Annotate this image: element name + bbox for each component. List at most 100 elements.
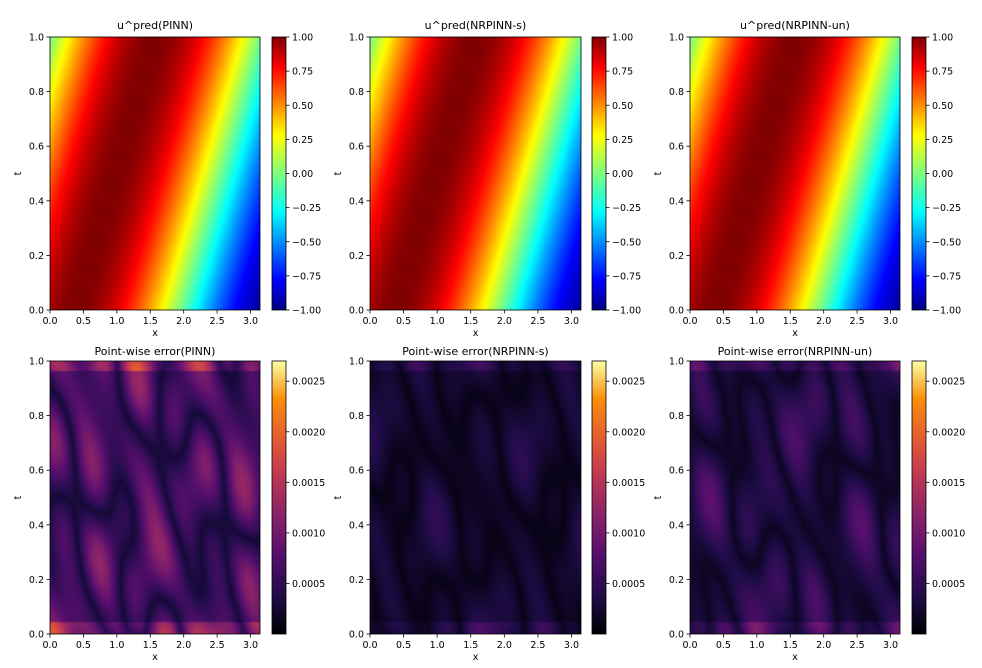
y-tick-label: 0.0	[669, 630, 684, 641]
x-tick-label: 3.0	[883, 316, 898, 327]
heatmap-image	[690, 37, 900, 310]
x-tick-label: 2.0	[497, 316, 512, 327]
colorbar-tick-label: 0.75	[932, 67, 953, 78]
y-tick-label: 0.8	[669, 87, 684, 98]
colorbar-tick-label: 0.75	[612, 67, 633, 78]
y-tick-label: 1.0	[669, 33, 684, 44]
plot-frame	[49, 36, 261, 311]
x-tick-label: 1.5	[463, 640, 478, 651]
plot-frame	[369, 360, 582, 635]
colorbar-tick-label: −1.00	[292, 306, 321, 317]
y-tick-label: 0.2	[669, 575, 684, 586]
x-tick-label: 1.0	[109, 316, 124, 327]
y-tick-label: 1.0	[29, 33, 44, 44]
subplot-3: u^pred(NRPINN-un) 0.0 0.5 1.0 1.5 2.0 2.5 3.0 x 0…	[653, 19, 961, 339]
colorbar-tick-label: −0.75	[932, 271, 961, 282]
x-tick-label: 1.5	[143, 640, 158, 651]
colorbar-tick-label: 0.50	[292, 101, 313, 112]
y-tick-label: 1.0	[349, 33, 364, 44]
subplot-5: Point-wise error(NRPINN-s) 0.0 0.5 1.0 1.5 2.…	[333, 345, 645, 663]
y-tick-label: 0.4	[349, 520, 364, 531]
colorbar-tick-label: 0.0005	[932, 579, 965, 590]
plot-frame	[689, 36, 901, 311]
y-tick-label: 0.4	[29, 196, 44, 207]
x-tick-label: 1.5	[783, 640, 798, 651]
x-tick-label: 0.5	[716, 316, 731, 327]
colorbar-tick-label: 0.0015	[612, 478, 645, 489]
y-axis-label: t	[13, 171, 24, 175]
y-tick-label: 0.4	[349, 196, 364, 207]
x-tick-label: 1.0	[749, 640, 764, 651]
colorbar-tick-label: 0.00	[612, 169, 633, 180]
subplot-4: Point-wise error(PINN) 0.0 0.5 1.0 1.5 2.0 2.5…	[13, 345, 325, 663]
plot-frame	[369, 36, 582, 311]
x-tick-label: 1.0	[430, 316, 445, 327]
heatmap-image	[50, 361, 260, 634]
x-tick-label: 2.5	[210, 316, 225, 327]
x-tick-label: 0.5	[396, 316, 411, 327]
x-tick-label: 2.5	[530, 316, 545, 327]
x-axis-label: x	[792, 652, 798, 663]
colorbar-tick-label: −0.25	[612, 203, 641, 214]
y-tick-label: 0.4	[669, 196, 684, 207]
colorbar	[911, 360, 927, 635]
colorbar-tick-label: 0.0010	[932, 528, 965, 539]
colorbar-tick-label: 1.00	[292, 33, 313, 44]
x-tick-label: 1.0	[749, 316, 764, 327]
y-tick-label: 0.0	[349, 306, 364, 317]
plot-frame	[49, 360, 261, 635]
y-tick-label: 1.0	[669, 357, 684, 368]
colorbar-tick-label: −0.50	[612, 237, 641, 248]
y-tick-label: 0.2	[29, 575, 44, 586]
y-tick-label: 0.6	[349, 466, 364, 477]
heatmap-image	[370, 37, 581, 310]
colorbar	[271, 360, 287, 635]
chart-title: Point-wise error(NRPINN-un)	[718, 345, 873, 358]
y-tick-label: 1.0	[349, 357, 364, 368]
y-axis-label: t	[333, 495, 344, 499]
colorbar-tick-label: 0.00	[292, 169, 313, 180]
colorbar-tick-label: −0.75	[292, 271, 321, 282]
colorbar-tick-label: 0.0015	[292, 478, 325, 489]
y-tick-label: 0.4	[29, 520, 44, 531]
x-tick-label: 3.0	[243, 640, 258, 651]
chart-title: Point-wise error(NRPINN-s)	[402, 345, 548, 358]
x-tick-label: 3.0	[243, 316, 258, 327]
x-tick-label: 0.0	[42, 316, 57, 327]
y-tick-label: 0.4	[669, 520, 684, 531]
y-tick-label: 0.6	[29, 466, 44, 477]
y-tick-label: 0.2	[349, 251, 364, 262]
subplot-2: u^pred(NRPINN-s) 0.0 0.5 1.0 1.5 2.0 2.5 3.0 x 0.…	[333, 19, 641, 339]
x-tick-label: 0.5	[76, 640, 91, 651]
x-tick-label: 3.0	[883, 640, 898, 651]
chart-title: u^pred(NRPINN-s)	[425, 19, 527, 32]
y-tick-label: 0.6	[29, 142, 44, 153]
colorbar-tick-label: 0.0010	[612, 528, 645, 539]
colorbar-tick-label: 0.00	[932, 169, 953, 180]
y-axis-label: t	[653, 171, 664, 175]
x-tick-label: 2.0	[176, 316, 191, 327]
chart-title: u^pred(NRPINN-un)	[740, 19, 850, 32]
colorbar	[591, 360, 607, 635]
colorbar-tick-label: 0.25	[612, 135, 633, 146]
chart-title: u^pred(PINN)	[117, 19, 193, 32]
heatmap-image	[690, 361, 900, 634]
y-tick-label: 0.8	[29, 87, 44, 98]
x-axis-label: x	[473, 652, 479, 663]
y-axis-label: t	[333, 171, 344, 175]
y-tick-label: 0.0	[669, 306, 684, 317]
colorbar-tick-label: 1.00	[612, 33, 633, 44]
colorbar-tick-label: 0.0025	[932, 377, 965, 388]
y-tick-label: 0.6	[669, 142, 684, 153]
x-tick-label: 0.0	[42, 640, 57, 651]
y-tick-label: 0.8	[349, 87, 364, 98]
colorbar-tick-label: −0.75	[612, 271, 641, 282]
x-tick-label: 3.0	[564, 640, 579, 651]
colorbar	[271, 36, 287, 311]
x-tick-label: 2.5	[210, 640, 225, 651]
chart-title: Point-wise error(PINN)	[95, 345, 216, 358]
colorbar-tick-label: −0.25	[932, 203, 961, 214]
subplot-1: u^pred(PINN) 0.0 0.5 1.0 1.5 2.0 2.5 3.0 x 0.0 0.2…	[13, 19, 321, 339]
colorbar	[911, 36, 927, 311]
x-tick-label: 0.5	[396, 640, 411, 651]
